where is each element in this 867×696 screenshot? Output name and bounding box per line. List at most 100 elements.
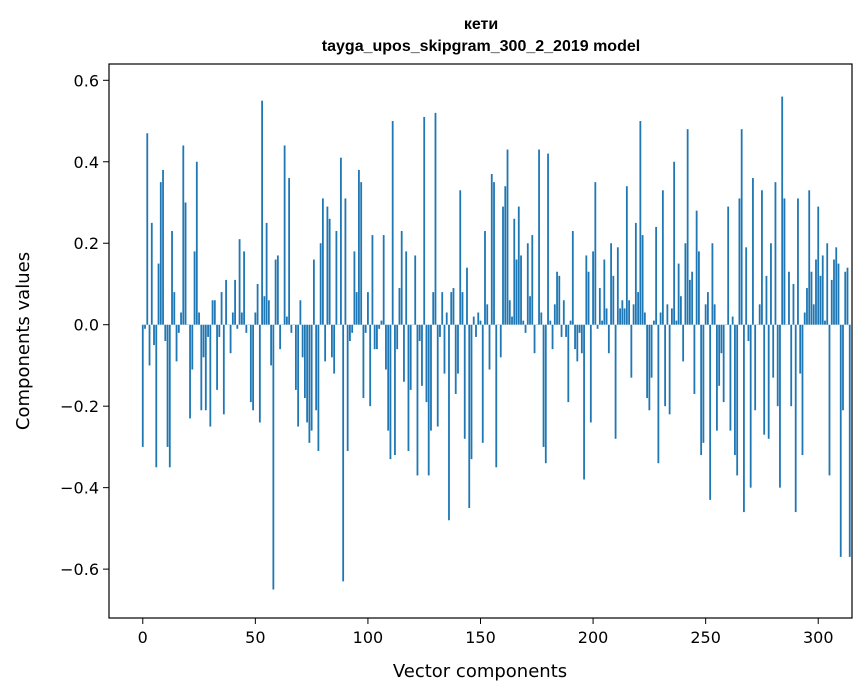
- bar: [153, 324, 155, 346]
- x-axis-label: Vector components: [393, 661, 567, 682]
- bar: [531, 235, 534, 325]
- bar: [517, 206, 520, 325]
- bar: [673, 161, 676, 325]
- bar: [450, 292, 453, 325]
- bar: [331, 324, 333, 358]
- bar: [425, 324, 428, 403]
- bar: [634, 222, 637, 325]
- bar: [229, 324, 232, 354]
- bar: [776, 324, 779, 407]
- bar: [177, 324, 180, 333]
- bar: [504, 186, 507, 325]
- bar: [605, 308, 608, 325]
- bar: [655, 226, 658, 325]
- bar: [819, 275, 822, 325]
- bar: [772, 324, 775, 378]
- bar: [353, 251, 356, 325]
- bar: [842, 324, 844, 411]
- bar: [695, 210, 698, 325]
- bar: [607, 324, 610, 354]
- bar: [585, 255, 588, 325]
- y-tick-label: 0.4: [74, 153, 99, 172]
- bar: [740, 129, 743, 325]
- bar: [731, 316, 734, 325]
- bar: [493, 182, 495, 325]
- bar: [274, 259, 277, 325]
- bar: [238, 239, 241, 325]
- bar: [477, 312, 480, 325]
- bar: [213, 300, 216, 325]
- bar: [193, 251, 196, 325]
- bar: [529, 296, 531, 325]
- bar: [821, 255, 824, 325]
- y-axis-ticks: 0.6 0.4 0.2 0.0 −0.2 −0.4 −0.6: [60, 71, 109, 579]
- bar: [839, 324, 842, 557]
- bar: [148, 324, 151, 366]
- bar: [490, 173, 493, 325]
- bar: [234, 279, 236, 325]
- bar: [398, 288, 401, 325]
- bar: [558, 275, 561, 325]
- bar: [619, 308, 621, 325]
- bar: [470, 324, 473, 460]
- bar: [443, 324, 446, 374]
- bar: [243, 251, 245, 325]
- bar: [371, 235, 374, 325]
- bar: [175, 324, 178, 362]
- bar: [326, 206, 329, 325]
- bar: [549, 320, 552, 325]
- bar: [222, 324, 225, 415]
- bar: [166, 324, 169, 447]
- bar: [571, 231, 574, 325]
- bar: [779, 324, 781, 488]
- bar: [436, 324, 439, 427]
- bar: [677, 263, 680, 325]
- bar: [630, 324, 633, 378]
- plot-frame: [108, 63, 853, 619]
- bar: [306, 324, 309, 423]
- bar: [758, 304, 761, 325]
- bar: [457, 324, 459, 374]
- bar: [168, 324, 171, 468]
- bar: [236, 324, 239, 329]
- bar: [817, 206, 820, 325]
- bar: [448, 324, 450, 521]
- bar: [835, 247, 838, 325]
- bar: [837, 263, 840, 325]
- bar: [452, 288, 455, 325]
- bar: [349, 324, 351, 341]
- bar: [688, 279, 691, 325]
- y-axis-label: Components values: [13, 252, 34, 430]
- bar: [209, 324, 212, 427]
- bar: [475, 324, 477, 337]
- bar: [765, 275, 768, 325]
- bar: [488, 324, 491, 370]
- bar: [324, 324, 327, 362]
- bar: [815, 259, 817, 325]
- bar: [810, 271, 813, 325]
- bar: [601, 320, 603, 325]
- bar: [722, 324, 725, 403]
- bar: [610, 243, 612, 325]
- bar: [310, 324, 313, 431]
- bar: [738, 198, 741, 325]
- bar: [389, 324, 392, 460]
- bar: [700, 324, 703, 456]
- bar: [709, 324, 712, 500]
- x-tick-label: 150: [465, 628, 496, 647]
- bar: [752, 178, 754, 325]
- bar: [743, 324, 745, 513]
- bar: [625, 186, 628, 325]
- y-tick-label: −0.6: [60, 560, 99, 579]
- bar: [245, 324, 248, 333]
- y-tick-label: 0.2: [74, 234, 99, 253]
- bar: [646, 324, 649, 399]
- bar: [592, 251, 594, 325]
- bar: [434, 112, 437, 325]
- bar: [657, 324, 660, 464]
- bar: [643, 312, 646, 325]
- bar: [288, 178, 291, 325]
- bar: [702, 324, 705, 443]
- x-tick-label: 0: [138, 628, 148, 647]
